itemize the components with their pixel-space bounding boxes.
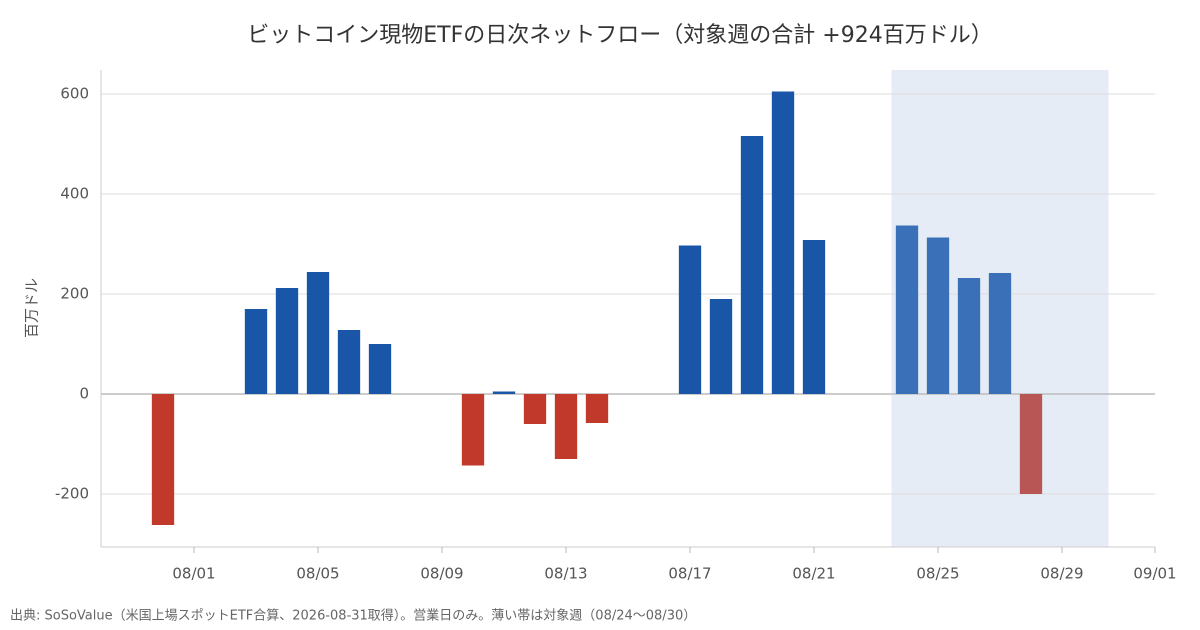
bar	[151, 394, 175, 525]
bar	[523, 394, 547, 424]
chart-title: ビットコイン現物ETFの日次ネットフロー（対象週の合計 +924百万ドル）	[247, 23, 992, 48]
x-tick-label: 08/29	[1040, 565, 1083, 583]
bar	[926, 237, 950, 394]
bar	[337, 330, 361, 394]
source-note: 出典: SoSoValue（米国上場スポットETF合算、2026-08-31取得…	[10, 608, 696, 624]
bar	[275, 288, 299, 394]
bar	[988, 273, 1012, 394]
y-tick-label: -200	[55, 485, 89, 503]
bar	[461, 394, 485, 466]
bar	[554, 394, 578, 459]
y-tick-label: 600	[60, 85, 89, 103]
bar	[802, 240, 826, 394]
bar	[306, 272, 330, 394]
x-tick-label: 08/17	[668, 565, 711, 583]
bar	[368, 344, 392, 394]
x-tick-label: 09/01	[1133, 565, 1176, 583]
bar	[709, 299, 733, 394]
y-tick-label: 0	[79, 385, 89, 403]
x-tick-label: 08/09	[420, 565, 463, 583]
x-tick-label: 08/25	[916, 565, 959, 583]
bar	[492, 391, 516, 394]
y-tick-label: 200	[60, 285, 89, 303]
x-tick-label: 08/05	[296, 565, 339, 583]
bar	[585, 394, 609, 423]
bar	[957, 278, 981, 394]
y-axis-label: 百万ドル	[23, 278, 41, 338]
bar	[678, 245, 702, 394]
bar	[771, 91, 795, 394]
x-tick-label: 08/13	[544, 565, 587, 583]
x-tick-label: 08/01	[172, 565, 215, 583]
bar	[740, 136, 764, 394]
x-tick-label: 08/21	[792, 565, 835, 583]
bar	[1019, 394, 1043, 494]
bar	[895, 225, 919, 394]
y-tick-label: 400	[60, 185, 89, 203]
bar	[244, 309, 268, 394]
